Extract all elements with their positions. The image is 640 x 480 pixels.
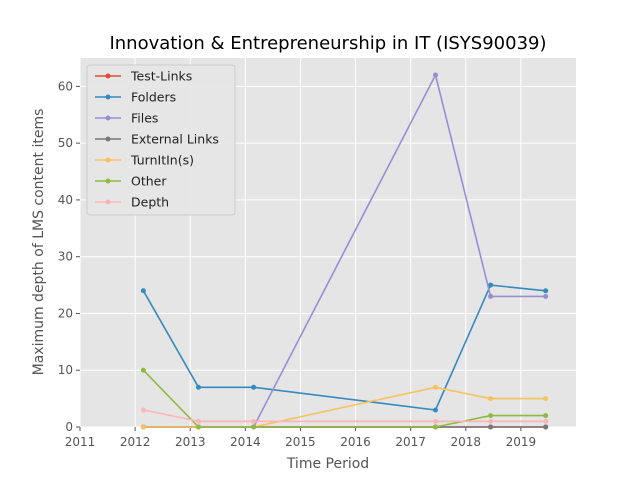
y-tick-label: 30 [58,250,73,264]
x-tick-label: 2012 [120,435,151,449]
legend-marker [105,73,111,79]
data-point-files [543,293,549,299]
y-tick-label: 50 [58,136,73,150]
legend-item: TurnItIn(s) [95,153,194,168]
data-point-turnitin-s [140,424,146,430]
legend-marker [105,136,111,142]
data-point-external-links [543,424,549,430]
data-point-folders [251,384,257,390]
data-point-other [543,413,549,419]
series-line-depth [143,409,546,423]
y-tick-label: 60 [58,79,73,93]
data-point-turnitin-s [543,396,549,402]
y-tick-label: 10 [58,363,73,377]
data-point-depth [432,418,438,424]
legend: Test-Links Folders Files External Links Turn… [86,64,236,216]
legend-marker [105,157,111,163]
y-tick-label: 40 [58,193,73,207]
legend-marker [105,115,111,121]
x-axis-ticks: 2011 2012 2013 2014 2015 2016 2017 2018 2019 [65,427,536,449]
legend-label: Test-Links [130,69,192,84]
series-depth [140,407,549,424]
x-tick-label: 2011 [65,435,96,449]
legend-marker [105,94,111,100]
x-axis-label: Time Period [286,456,369,472]
data-point-other [140,367,146,373]
data-point-files [432,72,438,78]
legend-label: External Links [131,132,219,147]
data-point-folders [543,288,549,294]
legend-marker [105,178,111,184]
legend-marker [105,199,111,205]
data-point-depth [543,418,549,424]
data-point-other [251,424,257,430]
y-axis-label: Maximum depth of LMS content items [31,109,47,376]
y-axis-ticks: 0 10 20 30 40 50 60 [58,79,80,434]
legend-label: Files [131,111,158,126]
x-tick-label: 2015 [285,435,316,449]
legend-item: Test-Links [95,69,192,84]
x-tick-label: 2016 [340,435,371,449]
series-folders [140,282,549,413]
data-point-files [488,293,494,299]
x-tick-label: 2017 [395,435,426,449]
data-point-other [488,413,494,419]
legend-item: Other [95,174,167,189]
x-tick-label: 2018 [451,435,482,449]
series-line-turnitin-s [143,386,546,428]
chart-title: Innovation & Entrepreneurship in IT (ISY… [109,33,546,54]
legend-label: Other [131,174,167,189]
x-tick-label: 2014 [230,435,261,449]
data-point-other [195,424,201,430]
data-point-depth [140,407,146,413]
data-point-other [432,424,438,430]
x-tick-label: 2013 [175,435,206,449]
data-point-depth [251,418,257,424]
y-tick-label: 20 [58,306,73,320]
data-point-depth [488,418,494,424]
legend-item: Files [95,111,158,126]
data-point-turnitin-s [432,384,438,390]
data-point-depth [195,418,201,424]
y-tick-label: 0 [65,420,73,434]
legend-label: Depth [131,195,169,210]
series-layer [140,72,549,430]
series-other [140,367,549,430]
series-line-folders [142,284,546,411]
x-tick-label: 2019 [506,435,537,449]
legend-label: TurnItIn(s) [130,153,194,168]
legend-label: Folders [131,90,176,105]
legend-item: External Links [95,132,219,147]
legend-item: Depth [95,195,169,210]
data-point-turnitin-s [488,396,494,402]
data-point-folders [195,384,201,390]
series-line-other [142,369,546,428]
data-point-folders [432,407,438,413]
data-point-external-links [488,424,494,430]
legend-box [86,64,236,216]
data-point-folders [140,288,146,294]
data-point-folders [488,282,494,288]
legend-item: Folders [95,90,176,105]
